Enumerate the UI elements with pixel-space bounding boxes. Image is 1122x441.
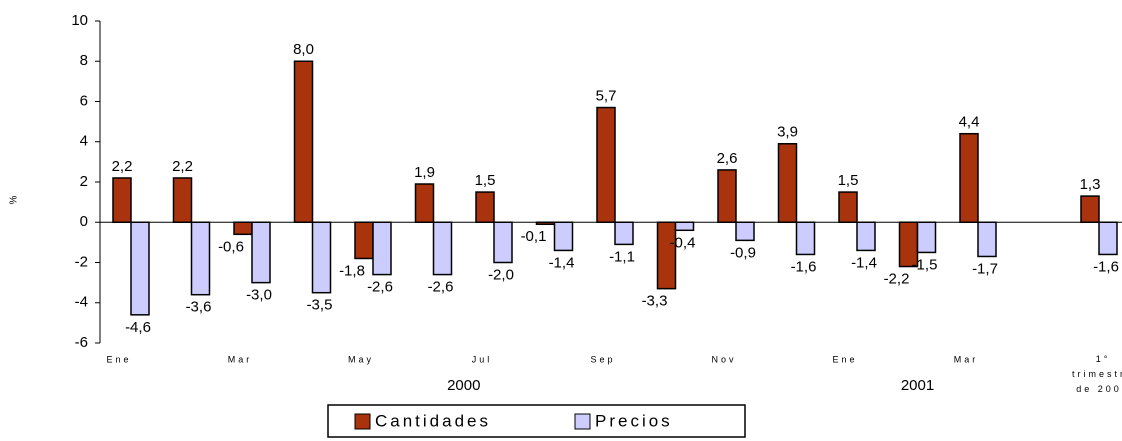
bar bbox=[493, 221, 513, 264]
bar bbox=[172, 177, 193, 224]
bar bbox=[372, 221, 392, 276]
bar bbox=[916, 221, 937, 254]
value-label: -1,8 bbox=[339, 262, 365, 279]
bar bbox=[233, 221, 253, 236]
value-label: -1,6 bbox=[1093, 258, 1119, 275]
x-group-label: 2001 bbox=[901, 377, 934, 394]
value-label: -1,1 bbox=[609, 248, 635, 265]
value-label: -3,6 bbox=[186, 299, 212, 316]
bar bbox=[475, 191, 495, 223]
y-tick-label: 6 bbox=[80, 92, 88, 109]
legend-swatch bbox=[574, 413, 591, 430]
legend-label: Precios bbox=[595, 411, 673, 430]
x-tick-label: Nov bbox=[711, 354, 736, 364]
value-label: -0,4 bbox=[670, 234, 696, 251]
bar bbox=[838, 191, 858, 223]
x-tick-label: Ene bbox=[106, 354, 131, 364]
y-tick-label: -6 bbox=[75, 334, 88, 351]
bar bbox=[190, 221, 211, 296]
value-label: -3,3 bbox=[642, 293, 668, 310]
y-tick-label: -4 bbox=[75, 294, 88, 311]
value-label: -2,0 bbox=[488, 266, 514, 283]
x-tick-label: Mar bbox=[228, 354, 253, 364]
value-label: 5,7 bbox=[596, 88, 617, 105]
bar bbox=[977, 221, 997, 258]
bar bbox=[614, 221, 634, 246]
value-label: -2,6 bbox=[428, 279, 454, 296]
value-label: 1,5 bbox=[838, 172, 859, 189]
value-label: 1,3 bbox=[1080, 176, 1101, 193]
value-label: 8,0 bbox=[293, 41, 314, 58]
bar bbox=[735, 221, 755, 242]
y-tick-label: -2 bbox=[75, 253, 88, 270]
bar bbox=[596, 106, 616, 223]
y-tick-label: 8 bbox=[80, 52, 88, 69]
value-label: -3,0 bbox=[246, 287, 272, 304]
value-label: 1,5 bbox=[475, 172, 496, 189]
value-label: 4,4 bbox=[959, 114, 980, 131]
value-label: -3,5 bbox=[307, 297, 333, 314]
x-tick-label: Mar bbox=[954, 354, 979, 364]
value-label: -4,6 bbox=[125, 319, 151, 336]
value-label: -0,1 bbox=[521, 228, 547, 245]
value-label: 2,2 bbox=[172, 158, 193, 175]
bar bbox=[1098, 221, 1118, 256]
bar bbox=[777, 143, 798, 223]
bar bbox=[856, 221, 876, 252]
value-label: 3,9 bbox=[777, 124, 798, 141]
y-tick-label: 0 bbox=[80, 213, 88, 230]
bar bbox=[535, 221, 556, 226]
x-tick-label: 1°trimestrede 2001 bbox=[1072, 354, 1122, 394]
y-axis-label: % bbox=[9, 195, 20, 204]
bar bbox=[795, 221, 816, 256]
x-tick-label: Ene bbox=[832, 354, 857, 364]
value-label: 2,6 bbox=[717, 150, 738, 167]
x-tick-label: Sep bbox=[590, 354, 615, 364]
x-group-label: 2000 bbox=[447, 377, 480, 394]
value-label: -0,9 bbox=[730, 244, 756, 261]
bar bbox=[130, 221, 150, 316]
x-tick-label: May bbox=[348, 354, 374, 364]
value-label: -0,6 bbox=[218, 238, 244, 255]
bar bbox=[553, 221, 574, 252]
value-label: 2,2 bbox=[112, 158, 133, 175]
legend-swatch bbox=[354, 413, 371, 430]
value-label: -1,5 bbox=[912, 256, 938, 273]
value-label: -1,7 bbox=[972, 260, 998, 277]
bar bbox=[414, 183, 435, 223]
bar bbox=[293, 60, 314, 223]
bar bbox=[251, 221, 271, 284]
y-tick-label: 10 bbox=[71, 12, 88, 29]
value-label: 1,9 bbox=[414, 164, 435, 181]
bar bbox=[674, 221, 695, 232]
bar bbox=[1080, 195, 1100, 223]
value-label: -2,6 bbox=[367, 279, 393, 296]
bar bbox=[354, 221, 374, 260]
value-label: -1,4 bbox=[851, 254, 877, 271]
bar bbox=[311, 221, 332, 294]
value-label: -1,6 bbox=[791, 258, 817, 275]
legend bbox=[327, 404, 746, 438]
value-label: -1,4 bbox=[549, 254, 575, 271]
y-tick-label: 2 bbox=[80, 173, 88, 190]
value-label: -2,2 bbox=[884, 270, 910, 287]
y-tick-label: 4 bbox=[80, 133, 88, 150]
bar bbox=[959, 132, 979, 223]
bar bbox=[432, 221, 453, 276]
legend-label: Cantidades bbox=[375, 411, 491, 430]
x-tick-label: Jul bbox=[472, 354, 493, 364]
bar bbox=[112, 177, 132, 224]
bar bbox=[717, 169, 737, 224]
bar bbox=[656, 221, 677, 290]
